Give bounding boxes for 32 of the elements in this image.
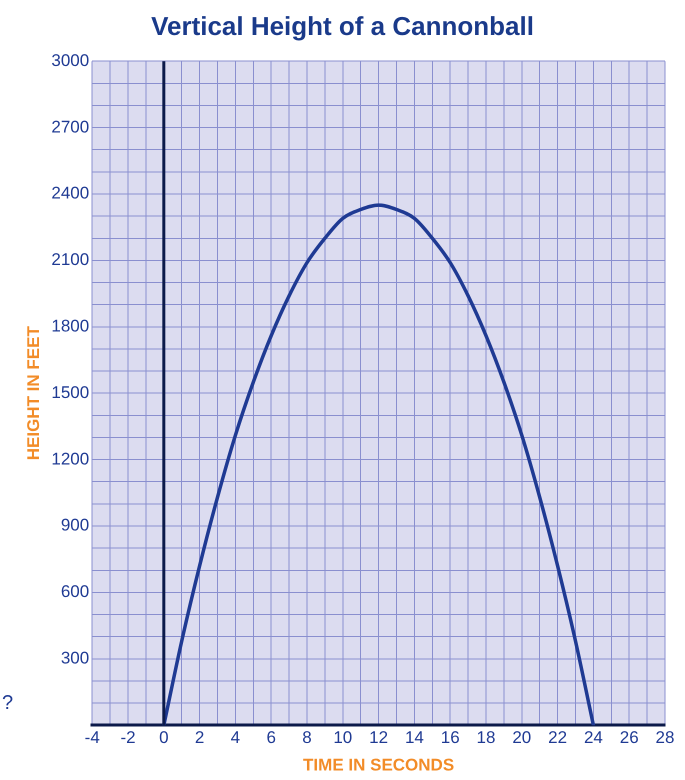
x-tick-label: 22 xyxy=(548,728,568,748)
y-tick-label: 1800 xyxy=(51,316,90,336)
x-tick-label: 4 xyxy=(230,728,240,748)
chart-title: Vertical Height of a Cannonball xyxy=(151,10,534,41)
y-tick-label: 300 xyxy=(60,648,90,668)
y-tick-label: 1200 xyxy=(51,449,90,468)
x-tick-label: 0 xyxy=(159,728,169,748)
x-tick-label: 2 xyxy=(194,728,204,748)
x-tick-label: 16 xyxy=(440,728,460,748)
y-tick-label: 2400 xyxy=(51,184,90,203)
y-tick-label: 2100 xyxy=(51,250,90,270)
x-tick-label: 20 xyxy=(512,728,532,748)
line-series xyxy=(162,203,596,726)
x-tick-label: 26 xyxy=(620,728,639,748)
x-axis-title: TIME IN SECONDS xyxy=(303,755,454,774)
y-tick-label: 2700 xyxy=(51,117,90,136)
x-tick-label: -4 xyxy=(84,728,100,748)
x-tick-label: 14 xyxy=(404,728,424,748)
text: ? xyxy=(2,692,14,715)
y-tick-label: 3000 xyxy=(51,50,90,70)
x-tick-label: 10 xyxy=(333,728,352,748)
y-tick-label: 900 xyxy=(60,516,90,535)
y-tick-label: 1500 xyxy=(51,382,90,402)
x-tick-label: 24 xyxy=(584,728,603,748)
x-tick-label: 28 xyxy=(656,728,674,748)
x-tick-label: 6 xyxy=(266,728,276,748)
y-axis-title: HEIGHT IN FEET xyxy=(24,326,43,460)
x-tick-label: -2 xyxy=(120,728,136,748)
x-tick-label: 12 xyxy=(369,728,388,748)
x-tick-label: 18 xyxy=(476,728,496,748)
y-tick-label: 600 xyxy=(60,582,90,602)
x-tick-label: 8 xyxy=(302,728,312,748)
